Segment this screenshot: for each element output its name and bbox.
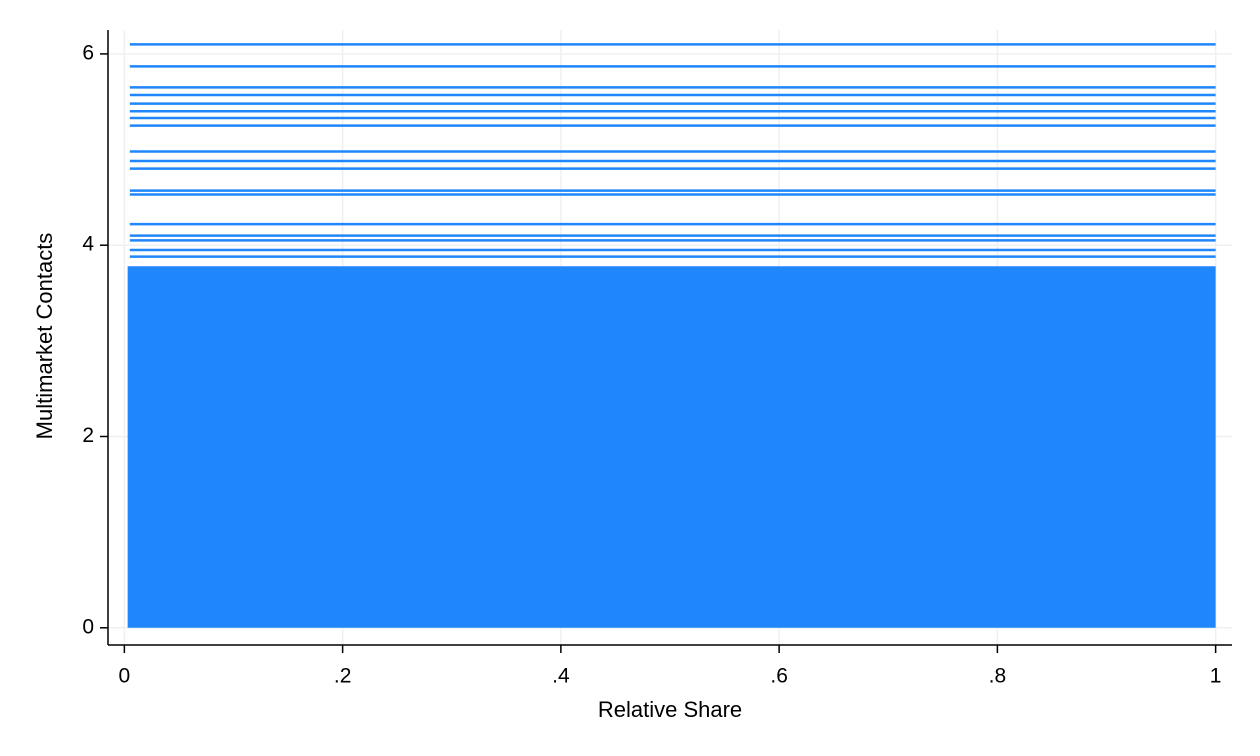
x-tick-label: 1 <box>1210 665 1222 688</box>
x-tick-label: .8 <box>989 665 1007 688</box>
y-tick-label: 0 <box>82 615 94 638</box>
y-axis-title: Multimarket Contacts <box>32 233 57 440</box>
y-tick-label: 6 <box>82 41 94 64</box>
x-tick-label: 0 <box>119 665 131 688</box>
point-cloud <box>127 266 1216 628</box>
x-tick-label: .2 <box>334 665 352 688</box>
x-tick-label: .4 <box>552 665 570 688</box>
y-tick-label: 4 <box>82 233 94 256</box>
x-axis-title: Relative Share <box>598 697 742 722</box>
y-tick-label: 2 <box>82 424 94 447</box>
x-tick-label: .6 <box>770 665 788 688</box>
